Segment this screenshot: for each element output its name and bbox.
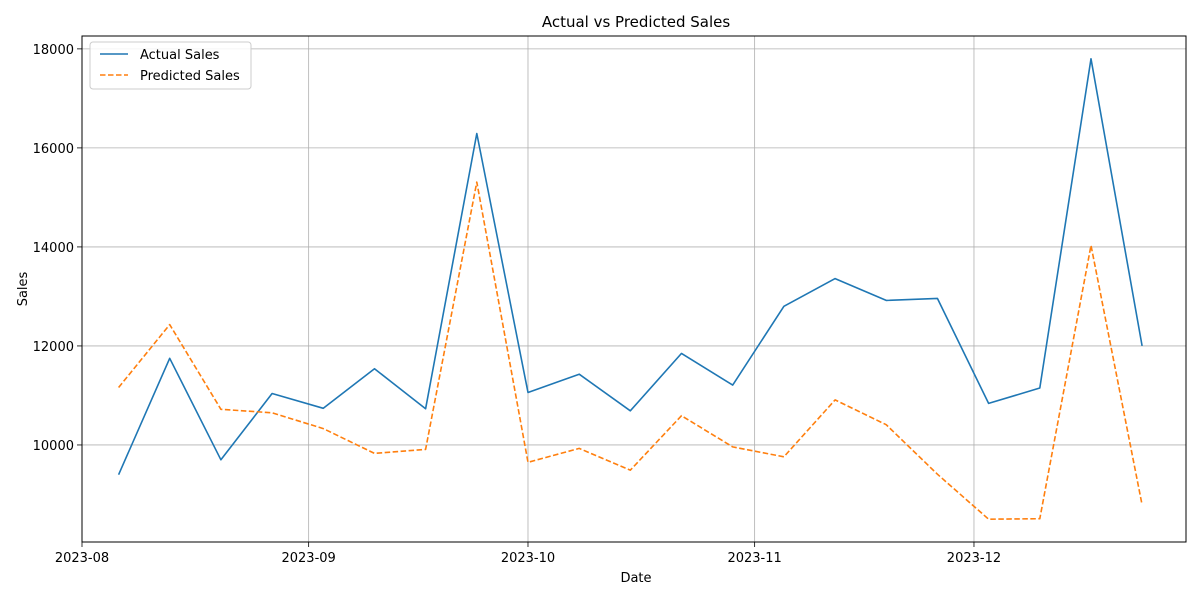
chart-title: Actual vs Predicted Sales xyxy=(542,13,731,31)
y-tick-label: 14000 xyxy=(33,241,74,256)
legend-label-predicted-sales: Predicted Sales xyxy=(140,69,240,84)
y-tick-label: 12000 xyxy=(33,340,74,355)
y-tick-label: 18000 xyxy=(33,43,74,58)
y-tick-label: 10000 xyxy=(33,439,74,454)
legend-box xyxy=(89,41,252,90)
x-axis-ticks: 2023-08 2023-09 2023-10 2023-11 2023-12 xyxy=(55,542,1001,566)
grid xyxy=(81,36,1186,542)
x-tick-label: 2023-10 xyxy=(501,551,555,566)
y-axis-label: Sales xyxy=(16,271,31,306)
y-tick-label: 16000 xyxy=(33,142,74,157)
x-tick-label: 2023-11 xyxy=(727,551,781,566)
x-tick-label: 2023-09 xyxy=(281,551,335,566)
legend: Actual Sales Predicted Sales xyxy=(89,41,252,90)
series-line-predicted-sales xyxy=(117,181,1143,521)
x-tick-label: 2023-08 xyxy=(55,551,109,566)
plot-frame xyxy=(81,35,1187,543)
legend-label-actual-sales: Actual Sales xyxy=(140,48,220,63)
x-axis-label: Date xyxy=(620,571,651,586)
series-line-actual-sales xyxy=(117,57,1143,476)
y-axis-ticks: 10000 12000 14000 16000 18000 xyxy=(33,43,82,454)
x-tick-label: 2023-12 xyxy=(947,551,1001,566)
series-layer xyxy=(117,57,1143,521)
